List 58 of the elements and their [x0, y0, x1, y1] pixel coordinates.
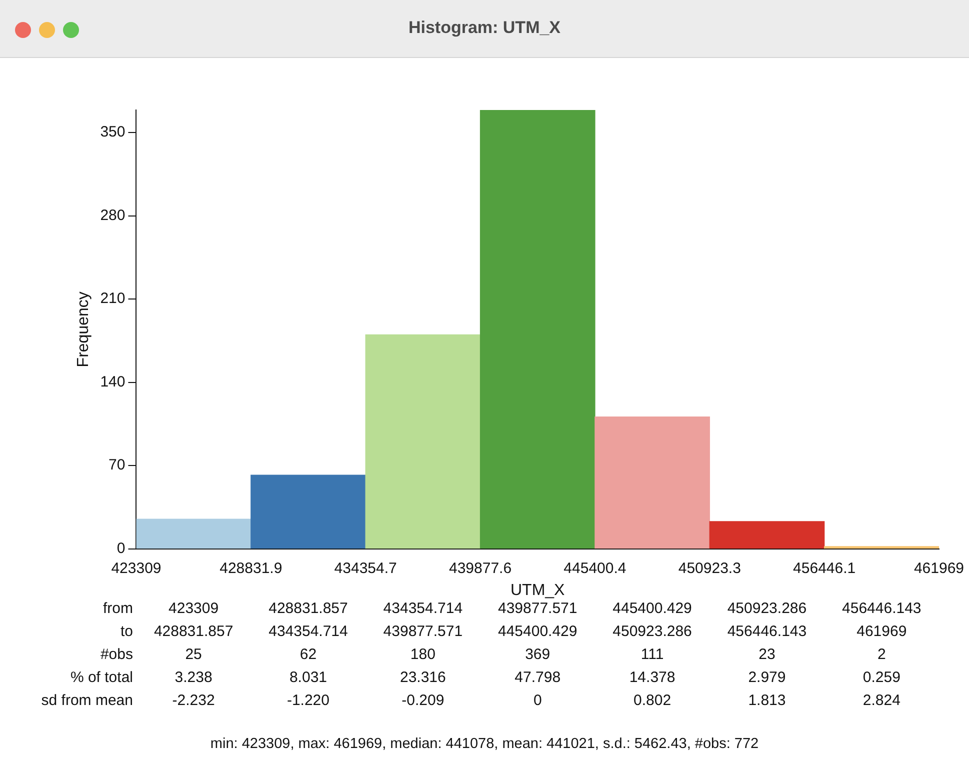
text: 2.824	[862, 692, 900, 709]
text: 111	[640, 646, 664, 663]
x-axis-title: UTM_X	[510, 582, 566, 599]
y-tick-label: 70	[108, 456, 126, 474]
text: 0.259	[862, 669, 900, 686]
x-tick-label: 439877.6	[448, 560, 512, 577]
text: 439877.571	[498, 600, 578, 617]
text: 434354.714	[268, 623, 348, 640]
text: -1.220	[286, 692, 330, 709]
y-axis-title: Frequency	[75, 292, 92, 368]
text: 445400.429	[498, 623, 578, 640]
y-tick-label: 0	[116, 540, 126, 557]
text: sd from mean	[41, 692, 133, 709]
y-tick-label: 280	[100, 206, 126, 224]
text: 369	[525, 646, 550, 663]
text: 47.798	[514, 669, 561, 686]
text: 461969	[856, 623, 907, 640]
text: 180	[410, 646, 436, 663]
text: 434354.714	[383, 600, 463, 617]
text: 2.979	[748, 669, 786, 686]
text: 14.378	[629, 669, 676, 686]
x-tick-label: 456446.1	[793, 560, 856, 577]
text: 450923.286	[612, 623, 692, 640]
x-tick-label: 428831.9	[220, 560, 282, 577]
chart-title: Histogram: UTM_X	[407, 18, 562, 38]
text: 62	[300, 646, 317, 663]
text: #obs	[100, 646, 133, 663]
text: 439877.571	[383, 623, 463, 640]
text: 25	[185, 646, 202, 663]
x-tick-label: 450923.3	[678, 560, 741, 577]
y-tick-label: 210	[100, 290, 126, 308]
text: 1.813	[748, 692, 786, 709]
text: 2	[877, 646, 886, 663]
text: 445400.429	[612, 600, 692, 617]
text: -0.209	[402, 692, 444, 709]
x-tick-label: 434354.7	[334, 560, 397, 577]
text: 428831.857	[154, 623, 234, 640]
x-tick-label: 461969	[914, 560, 964, 577]
x-tick-label: 423309	[111, 560, 162, 577]
text: -2.232	[172, 692, 215, 709]
text: 3.238	[174, 669, 212, 686]
text: 428831.857	[268, 600, 348, 617]
text: 0	[533, 692, 542, 709]
text: 8.031	[289, 669, 328, 686]
text: 423309	[168, 600, 219, 617]
text: 23	[758, 646, 776, 663]
text: 456446.143	[842, 600, 922, 617]
text: 0.802	[634, 692, 672, 709]
x-tick-label: 445400.4	[564, 560, 626, 577]
text: to	[120, 623, 133, 640]
text: from	[103, 600, 133, 617]
y-tick-label: 350	[100, 124, 126, 141]
text: 23.316	[400, 669, 446, 686]
text: 450923.286	[727, 600, 807, 617]
text: % of total	[70, 669, 133, 686]
text: 456446.143	[727, 623, 807, 640]
y-tick-label: 140	[100, 373, 126, 390]
text: min: 423309, max: 461969, median: 441078, mean: 441021, s.d.: 5462.43, #obs: 772	[209, 736, 760, 752]
